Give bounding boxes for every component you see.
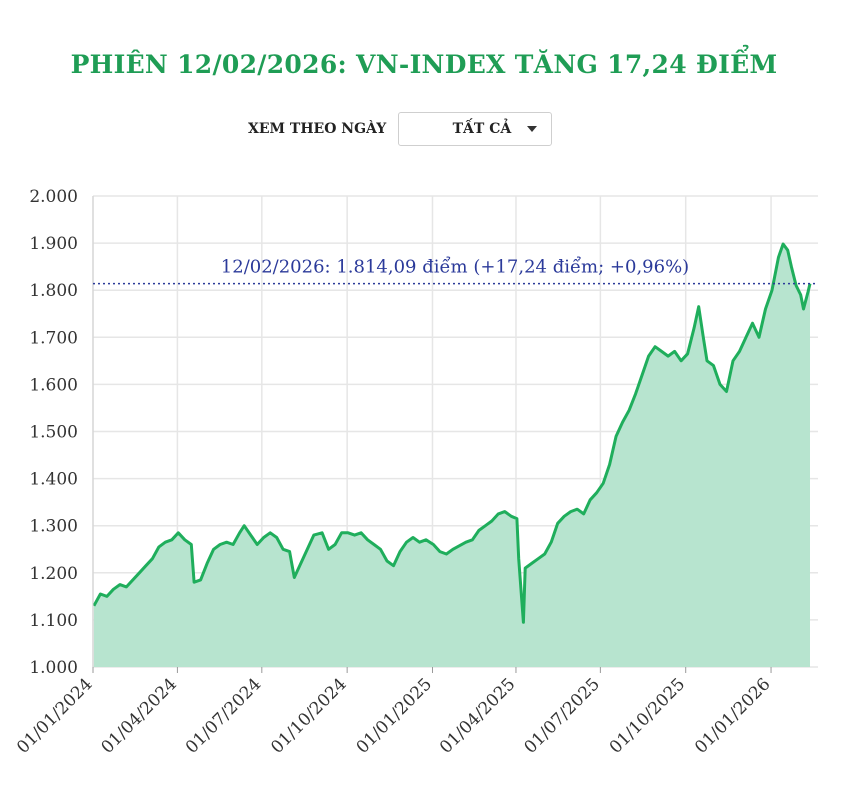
date-filter: XEM THEO NGÀY TẤT CẢ bbox=[248, 111, 553, 147]
y-tick-label: 1.200 bbox=[29, 564, 78, 584]
area-fill bbox=[93, 244, 810, 667]
annotation-label: 12/02/2026: 1.814,09 điểm (+17,24 điểm; … bbox=[221, 256, 689, 278]
y-tick-label: 1.500 bbox=[29, 423, 78, 443]
y-tick-label: 1.900 bbox=[29, 234, 78, 254]
filter-label: XEM THEO NGÀY bbox=[248, 121, 387, 137]
y-tick-label: 1.000 bbox=[29, 658, 78, 678]
x-tick-label: 01/01/2024 bbox=[13, 674, 96, 757]
chart-title: PHIÊN 12/02/2026: VN-INDEX TĂNG 17,24 ĐI… bbox=[70, 50, 778, 79]
y-tick-label: 1.600 bbox=[29, 375, 78, 395]
index-line bbox=[92, 242, 812, 624]
range-select[interactable]: TẤT CẢ bbox=[398, 112, 553, 146]
x-tick-label: 01/04/2024 bbox=[98, 674, 181, 757]
area-layer bbox=[92, 196, 812, 667]
y-tick-label: 1.300 bbox=[29, 517, 78, 537]
x-tick-label: 01/01/2025 bbox=[353, 674, 436, 757]
x-tick-label: 01/01/2026 bbox=[691, 674, 774, 757]
y-tick-label: 2.000 bbox=[29, 187, 78, 207]
x-tick-label: 01/07/2025 bbox=[520, 674, 603, 757]
x-tick-label: 01/10/2025 bbox=[606, 674, 689, 757]
y-tick-label: 1.700 bbox=[29, 328, 78, 348]
reference-layer: 12/02/2026: 1.814,09 điểm (+17,24 điểm; … bbox=[93, 256, 818, 285]
y-tick-label: 1.800 bbox=[29, 281, 78, 301]
y-tick-label: 1.100 bbox=[29, 611, 78, 631]
x-tick-label: 01/04/2025 bbox=[436, 674, 519, 757]
chevron-down-icon bbox=[527, 126, 538, 132]
x-tick-label: 01/07/2024 bbox=[182, 674, 265, 757]
y-tick-label: 1.400 bbox=[29, 470, 78, 490]
x-tick-label: 01/10/2024 bbox=[267, 674, 350, 757]
range-select-value: TẤT CẢ bbox=[452, 121, 512, 137]
